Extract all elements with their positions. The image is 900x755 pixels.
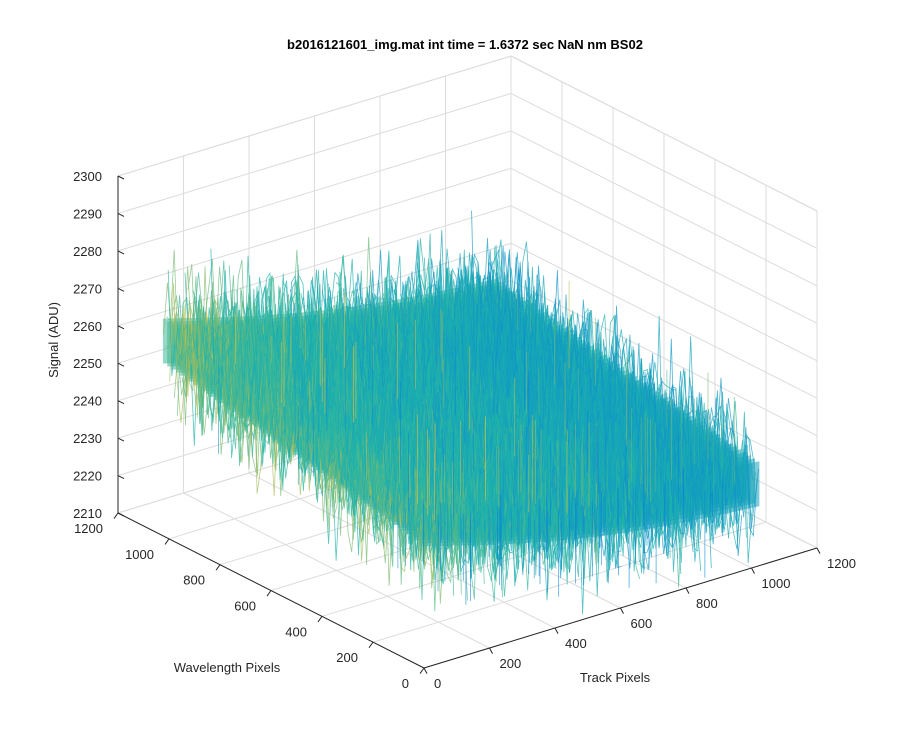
grid-line-z-back-right [510,242,818,399]
y-tick-mark [266,590,272,597]
z-tick-label: 2250 [73,356,102,371]
grid-line-z-back-left [117,130,512,252]
y-tick-label: 200 [336,650,358,665]
z-tick [117,287,125,292]
chart-title: b2016121601_img.mat int time = 1.6372 se… [287,37,643,52]
x-tick [423,667,428,674]
y-tick-mark [164,538,170,545]
z-axis-label: Signal (ADU) [46,302,61,378]
grid-line-z-back-right [510,92,818,249]
x-tick-label: 400 [565,636,587,651]
z-tick [117,362,125,367]
x-tick [816,547,821,554]
z-tick [117,325,125,330]
grid-line-z-back-right [510,130,818,287]
y-tick-mark [368,641,374,649]
x-tick-mark [620,607,624,614]
z-tick-mark [117,475,125,480]
z-tick-mark [117,400,125,405]
grid-line-z-back-left [117,167,512,289]
grid-edge-top-left [117,55,512,177]
y-tick-label: 400 [285,624,307,639]
z-tick-label: 2230 [73,431,102,446]
x-tick-label: 0 [434,676,441,691]
x-tick-label: 1000 [762,576,791,591]
y-tick-label: 1000 [125,547,154,562]
z-tick-label: 2260 [73,319,102,334]
grid-line-z-back-right [510,205,818,362]
x-tick [489,647,493,654]
x-tick [751,567,755,574]
z-tick-label: 2300 [73,169,102,184]
z-tick-mark [117,250,125,255]
tick-labels: 0 200 400 600 800 1000 1200 0 200 400 600 800 1000 12… [73,169,856,691]
x-tick-label: 1200 [827,556,856,571]
grid-edge-top-right [510,55,818,212]
z-tick-mark [117,437,125,442]
x-tick [620,607,624,614]
surface-strand [492,241,755,510]
z-tick [117,175,125,180]
x-tick-label: 600 [631,616,653,631]
x-tick-mark [489,647,493,654]
z-tick-label: 2210 [73,506,102,521]
z-tick-label: 2270 [73,281,102,296]
x-tick [554,627,559,634]
z-tick-mark [117,212,125,217]
z-tick [117,400,125,405]
z-tick-label: 2220 [73,469,102,484]
y-tick-mark [215,564,221,571]
z-tick-mark [117,512,125,517]
y-tick [215,564,221,571]
y-tick [368,641,374,649]
z-tick [117,212,125,217]
grid-line-y-floor [372,521,767,643]
y-tick-label: 1200 [74,521,103,536]
y-tick-mark [317,616,323,623]
x-tick-mark [554,627,559,634]
grid-line-z-back-right [510,280,818,437]
x-tick-mark [751,567,755,574]
z-tick-mark [117,362,125,367]
y-tick [419,667,425,674]
y-tick [164,538,170,545]
grid-line-z-back-left [117,205,512,327]
y-tick-label: 800 [183,573,205,588]
z-tick [117,437,125,442]
grid-line-z-back-left [117,92,512,214]
x-tick-mark [816,547,821,554]
x-tick-label: 800 [696,596,718,611]
y-axis-label: Wavelength Pixels [174,660,281,675]
y-tick [113,512,119,519]
z-tick [117,475,125,480]
z-tick-mark [117,175,125,180]
y-tick-mark [419,667,425,674]
surface-strand [347,272,610,564]
y-tick-mark [113,512,119,519]
z-tick-mark [117,287,125,292]
x-tick-mark [685,587,690,594]
surface-strand [241,290,503,598]
y-tick-label: 0 [402,676,409,691]
surface-plot [162,210,760,615]
y-tick-label: 600 [234,599,256,614]
grid-line-z-back-right [510,167,818,324]
y-tick [266,590,272,597]
z-tick [117,512,125,517]
z-tick-label: 2280 [73,244,102,259]
y-tick [317,616,323,623]
z-tick-mark [117,325,125,330]
x-tick-mark [423,667,428,674]
surface-strand [497,251,759,530]
x-tick [685,587,690,594]
z-tick-label: 2290 [73,206,102,221]
x-tick-label: 200 [500,656,522,671]
z-tick [117,250,125,255]
x-axis-label: Track Pixels [580,670,651,685]
z-tick-label: 2240 [73,394,102,409]
